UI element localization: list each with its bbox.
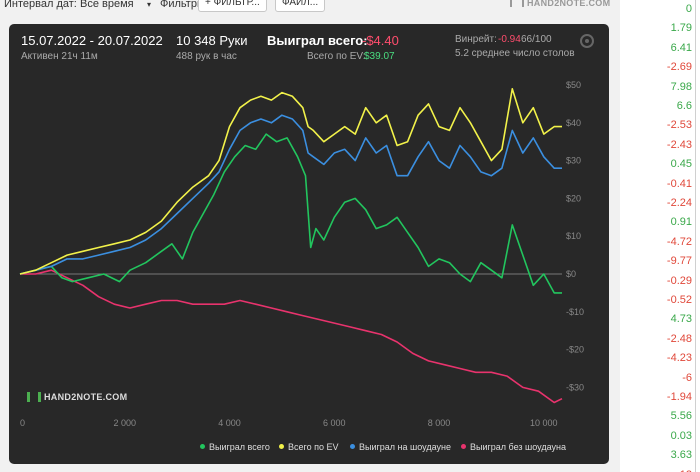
logo-mark-icon <box>510 0 524 7</box>
y-tick-label: $50 <box>566 80 581 90</box>
brand-logo: HAND2NOTE.COM <box>510 0 610 8</box>
y-tick-label: -$30 <box>566 382 584 392</box>
result-value: 5.56 <box>670 410 692 423</box>
result-value: 1.79 <box>670 22 692 35</box>
result-value: 4.73 <box>670 313 692 326</box>
result-value: -0.52 <box>666 294 692 306</box>
y-tick-label: $0 <box>566 269 576 279</box>
chevron-down-icon[interactable]: ▾ <box>147 0 152 9</box>
x-tick-label: 10 000 <box>530 418 558 428</box>
series-line-2 <box>19 114 562 275</box>
series-line-1 <box>19 88 562 275</box>
interval-label: Интервал дат: <box>4 0 77 10</box>
date-range: 15.07.2022 - 20.07.2022 <box>21 33 163 48</box>
logo-mark-icon <box>27 392 41 402</box>
watermark-logo: HAND2NOTE.COM <box>27 392 127 402</box>
y-tick-label: $30 <box>566 156 581 166</box>
x-tick-label: 4 000 <box>218 418 241 428</box>
legend-item-showdown[interactable]: Выиграл на шоудауне <box>350 442 451 452</box>
column-divider <box>695 0 696 472</box>
result-value: 0.45 <box>670 158 692 171</box>
y-tick-label: -$20 <box>566 345 584 355</box>
result-value: 0.91 <box>670 216 692 229</box>
result-value: -4.72 <box>666 235 692 248</box>
filters-label: Фильтры: <box>160 0 208 10</box>
won-total-value: -$4.40 <box>362 33 399 48</box>
profit-graph: $50 $40 $30 $20 $10 $0 -$10 -$20 -$30 0 2 000 4 000… <box>19 80 584 428</box>
legend-item-no-showdown[interactable]: Выиграл без шоудауна <box>461 442 566 452</box>
legend-item-won-total[interactable]: Выиграл всего <box>200 442 270 452</box>
result-value: 0.03 <box>670 429 692 442</box>
result-value: -2.43 <box>666 138 692 151</box>
y-tick-label: $20 <box>566 193 581 203</box>
winrate-sample: 66/100 <box>521 34 552 45</box>
legend-dot-icon <box>279 444 284 449</box>
gear-icon[interactable] <box>580 34 594 48</box>
result-value: -9.77 <box>666 255 692 268</box>
x-tick-label: 0 <box>20 418 25 428</box>
winrate-label: Винрейт: <box>455 34 497 45</box>
legend-dot-icon <box>461 444 466 449</box>
result-value: -2.24 <box>666 197 692 209</box>
result-value: -2.53 <box>666 119 692 132</box>
legend: Выиграл всего Всего по EV Выиграл на шоу… <box>9 442 609 456</box>
legend-dot-icon <box>350 444 355 449</box>
won-total-label: Выиграл всего: <box>267 33 368 48</box>
result-value: -2.48 <box>666 332 692 345</box>
result-value: -0.41 <box>666 177 692 190</box>
ev-total-label: Всего по EV: <box>307 51 366 62</box>
result-value: 7.98 <box>670 80 692 93</box>
result-value: -0.29 <box>666 274 692 287</box>
result-value: -12 <box>676 469 692 472</box>
series-line-0 <box>19 133 562 294</box>
result-value: -2.69 <box>666 61 692 74</box>
x-tick-label: 2 000 <box>113 418 136 428</box>
y-tick-label: $10 <box>566 231 581 241</box>
result-value: 6.41 <box>670 41 692 54</box>
ev-total-value: $39.07 <box>364 51 395 62</box>
file-button[interactable]: ФАЙЛ... <box>275 0 326 12</box>
filter-bar: Интервал дат: Все время ▾ Фильтры: + ФИЛ… <box>0 0 618 14</box>
add-filter-button[interactable]: + ФИЛЬТР... <box>198 0 267 12</box>
interval-select[interactable]: Все время <box>80 0 134 10</box>
graph-panel: 15.07.2022 - 20.07.2022 Активен 21ч 11м … <box>9 24 609 464</box>
y-tick-label: $40 <box>566 118 581 128</box>
legend-item-ev[interactable]: Всего по EV <box>279 442 338 452</box>
avg-tables: 5.2 среднее число столов <box>455 48 575 59</box>
result-value: -4.23 <box>666 352 692 365</box>
y-tick-label: -$10 <box>566 307 584 317</box>
result-value: 6.6 <box>676 100 692 112</box>
x-tick-label: 6 000 <box>323 418 346 428</box>
legend-dot-icon <box>200 444 205 449</box>
result-value: 0 <box>685 3 692 15</box>
hands-per-hour: 488 рук в час <box>176 51 237 62</box>
series-line-3 <box>20 269 563 404</box>
active-time: Активен 21ч 11м <box>21 51 98 62</box>
result-value: -6 <box>682 371 692 384</box>
result-value: 3.63 <box>670 449 692 462</box>
x-tick-label: 8 000 <box>428 418 451 428</box>
winrate-value: -0.94 <box>498 34 521 45</box>
results-column: 0 1.79 6.41 -2.69 7.98 6.6 -2.53 -2.43 0.45 -0.41… <box>620 0 700 472</box>
hands-count: 10 348 Руки <box>176 33 248 48</box>
result-value: -1.94 <box>666 391 692 403</box>
